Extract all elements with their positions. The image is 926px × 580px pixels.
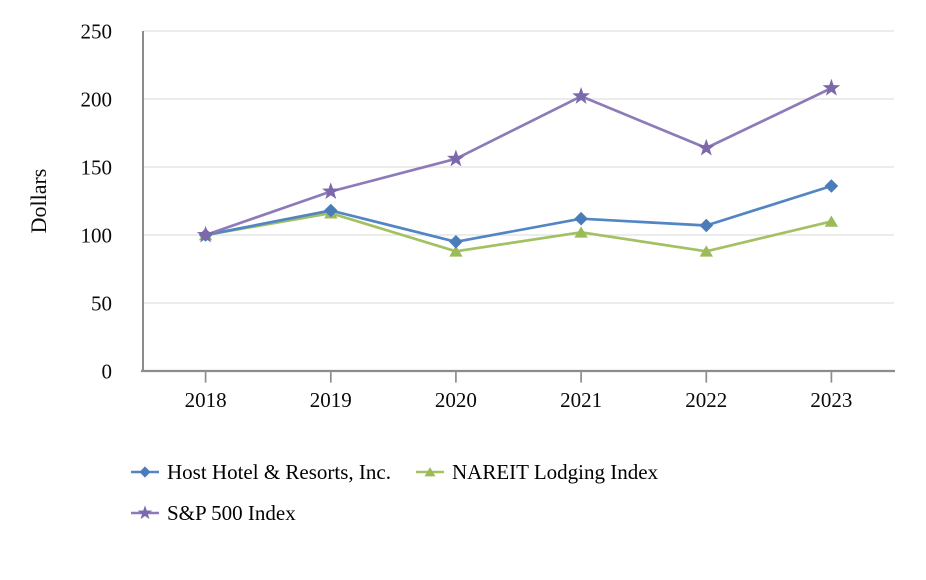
x-tick-label-2020: 2020 bbox=[435, 388, 477, 412]
host-hotel-resorts-inc-point-2023 bbox=[824, 179, 839, 193]
host-hotel-resorts-inc-point-2020 bbox=[449, 235, 463, 249]
plot-area: 0 50 100 150 200 250 2018 2019 2020 2021 2022 2023 D… bbox=[26, 20, 895, 412]
s-p-500-index-point-2020 bbox=[447, 149, 465, 167]
y-tick-label-200: 200 bbox=[81, 88, 113, 112]
y-tick-label-0: 0 bbox=[102, 360, 113, 384]
legend-label: S&P 500 Index bbox=[167, 501, 296, 525]
y-tick-label-150: 150 bbox=[81, 156, 113, 180]
legend-item-host-hotel-resorts-inc: Host Hotel & Resorts, Inc. bbox=[130, 459, 391, 485]
legend-diamond-icon bbox=[131, 466, 159, 478]
legend-item-s-p-500-index: S&P 500 Index bbox=[130, 500, 296, 526]
y-tick-label-250: 250 bbox=[81, 20, 113, 44]
y-axis-title: Dollars bbox=[26, 169, 51, 234]
host-hotel-resorts-inc-point-2022 bbox=[699, 218, 714, 233]
host-hotel-resorts-inc-point-2021 bbox=[574, 211, 588, 226]
x-tick-label-2018: 2018 bbox=[185, 388, 227, 412]
s-p-500-index-point-2023 bbox=[822, 78, 841, 96]
legend-star-icon bbox=[131, 505, 159, 520]
host-hotel-resorts-inc-point-2019 bbox=[324, 203, 338, 218]
legend-marker-diamond bbox=[139, 466, 151, 478]
x-tick-label-2023: 2023 bbox=[810, 388, 852, 412]
legend-marker-triangle bbox=[424, 467, 436, 477]
s-p-500-index-point-2022 bbox=[697, 138, 716, 156]
x-tick-label-2021: 2021 bbox=[560, 388, 602, 412]
legend-triangle-icon bbox=[415, 467, 444, 477]
nareit-lodging-index-point-2023 bbox=[824, 215, 839, 227]
nareit-lodging-index-point-2021 bbox=[574, 226, 588, 238]
legend-item-nareit-lodging-index: NAREIT Lodging Index bbox=[415, 459, 658, 485]
s-p-500-index-point-2019 bbox=[321, 182, 340, 200]
nareit-lodging-index-point-2020 bbox=[449, 245, 463, 257]
nareit-lodging-index-point-2022 bbox=[699, 245, 713, 257]
chart-legend: Host Hotel & Resorts, Inc. NAREIT Lodging… bbox=[130, 459, 742, 526]
host-hotel-resorts-inc-line bbox=[205, 184, 832, 244]
y-tick-label-50: 50 bbox=[91, 292, 112, 316]
s-p-500-index-point-2021 bbox=[572, 87, 590, 104]
legend-label: Host Hotel & Resorts, Inc. bbox=[167, 460, 391, 484]
y-tick-label-100: 100 bbox=[81, 224, 113, 248]
s-p-500-index-point-2018 bbox=[196, 225, 215, 243]
nareit-lodging-index-line bbox=[205, 211, 832, 253]
s-p-500-index-line bbox=[205, 86, 832, 237]
x-tick-label-2022: 2022 bbox=[685, 388, 727, 412]
legend-marker-star bbox=[137, 505, 153, 520]
x-tick-label-2019: 2019 bbox=[310, 388, 352, 412]
legend-label: NAREIT Lodging Index bbox=[451, 460, 659, 484]
